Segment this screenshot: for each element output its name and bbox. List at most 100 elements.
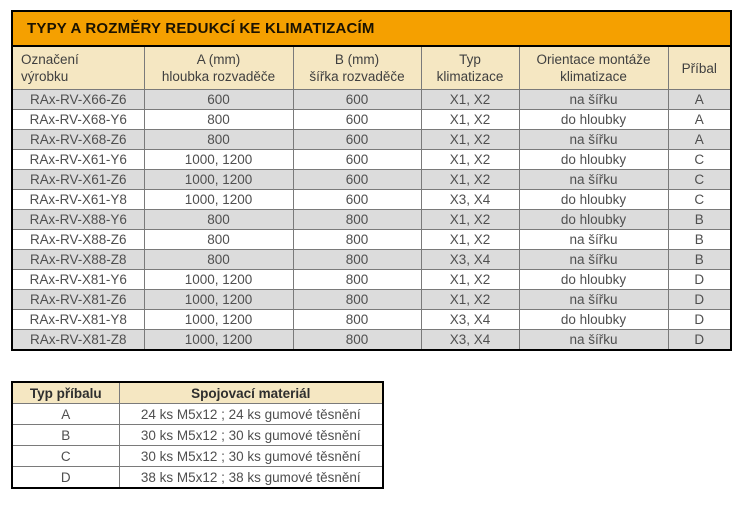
cell-ac-type: X1, X2 (420, 209, 520, 230)
cell-orientation: na šířku (518, 229, 669, 250)
cell-width-b: 600 (292, 109, 422, 130)
header-line: A (mm) (196, 52, 241, 67)
cell-ac-type: X1, X2 (420, 129, 520, 150)
header-line: klimatizace (436, 69, 504, 84)
cell-package: B (667, 209, 732, 230)
cell-depth-a: 800 (143, 209, 294, 230)
cell-package: C (667, 169, 732, 190)
cell-package-type: B (11, 424, 120, 446)
cell-orientation: do hloubky (518, 209, 669, 230)
table-row: RAx-RV-X68-Z6 800 600 X1, X2 na šířku A (11, 129, 732, 150)
cell-product: RAx-RV-X81-Y6 (11, 269, 145, 290)
table-row: RAx-RV-X81-Y6 1000, 1200 800 X1, X2 do hloub… (11, 269, 732, 290)
table-row: RAx-RV-X88-Z8 800 800 X3, X4 na šířku B (11, 249, 732, 270)
cell-width-b: 800 (292, 329, 422, 351)
page-title: TYPY A ROZMĚRY REDUKCÍ KE KLIMATIZACÍM (10, 10, 733, 47)
header-line: klimatizace (560, 69, 627, 84)
cell-ac-type: X1, X2 (420, 269, 520, 290)
header-line: Orientace montáže (536, 52, 651, 67)
cell-ac-type: X1, X2 (420, 149, 520, 170)
header-line: Příbal (681, 60, 717, 76)
cell-depth-a: 800 (143, 109, 294, 130)
cell-width-b: 600 (292, 89, 422, 110)
cell-width-b: 800 (292, 249, 422, 270)
table-row: RAx-RV-X68-Y6 800 600 X1, X2 do hloubky A (11, 109, 732, 130)
reduction-types-table: TYPY A ROZMĚRY REDUKCÍ KE KLIMATIZACÍM O… (10, 10, 733, 351)
table-row: D 38 ks M5x12 ; 38 ks gumové těsnění (11, 466, 384, 489)
cell-product: RAx-RV-X61-Z6 (11, 169, 145, 190)
table-row: C 30 ks M5x12 ; 30 ks gumové těsnění (11, 445, 384, 467)
cell-product: RAx-RV-X81-Z6 (11, 289, 145, 310)
cell-depth-a: 1000, 1200 (143, 189, 294, 210)
col-header-depth-a: A (mm) hloubka rozvaděče (143, 45, 294, 90)
cell-orientation: na šířku (518, 329, 669, 351)
cell-fastening-material: 24 ks M5x12 ; 24 ks gumové těsnění (118, 403, 384, 425)
table-header-row: Typ příbalu Spojovací materiál (11, 381, 384, 404)
cell-width-b: 800 (292, 269, 422, 290)
table-title-row: TYPY A ROZMĚRY REDUKCÍ KE KLIMATIZACÍM (10, 10, 733, 47)
header-line: hloubka rozvaděče (161, 69, 276, 84)
cell-ac-type: X1, X2 (420, 89, 520, 110)
cell-ac-type: X1, X2 (420, 229, 520, 250)
cell-product: RAx-RV-X88-Z8 (11, 249, 145, 270)
cell-depth-a: 800 (143, 249, 294, 270)
cell-package: A (667, 89, 732, 110)
col-header-fastening-material: Spojovací materiál (118, 381, 384, 404)
cell-ac-type: X3, X4 (420, 309, 520, 330)
cell-ac-type: X3, X4 (420, 329, 520, 351)
header-line: Typ (459, 52, 481, 67)
cell-orientation: na šířku (518, 169, 669, 190)
accessory-package-table: Typ příbalu Spojovací materiál A 24 ks M5… (11, 381, 384, 489)
cell-fastening-material: 38 ks M5x12 ; 38 ks gumové těsnění (118, 466, 384, 489)
cell-package: D (667, 289, 732, 310)
cell-orientation: do hloubky (518, 309, 669, 330)
cell-depth-a: 1000, 1200 (143, 329, 294, 351)
table-header-row: Označení výrobku A (mm) hloubka rozvaděč… (11, 45, 732, 90)
cell-ac-type: X1, X2 (420, 289, 520, 310)
cell-ac-type: X1, X2 (420, 169, 520, 190)
cell-package: D (667, 329, 732, 351)
cell-product: RAx-RV-X88-Z6 (11, 229, 145, 250)
cell-fastening-material: 30 ks M5x12 ; 30 ks gumové těsnění (118, 424, 384, 446)
cell-ac-type: X3, X4 (420, 189, 520, 210)
cell-ac-type: X1, X2 (420, 109, 520, 130)
cell-orientation: na šířku (518, 289, 669, 310)
cell-package: D (667, 269, 732, 290)
cell-product: RAx-RV-X66-Z6 (11, 89, 145, 110)
cell-product: RAx-RV-X61-Y6 (11, 149, 145, 170)
cell-fastening-material: 30 ks M5x12 ; 30 ks gumové těsnění (118, 445, 384, 467)
cell-ac-type: X3, X4 (420, 249, 520, 270)
cell-width-b: 600 (292, 169, 422, 190)
cell-depth-a: 1000, 1200 (143, 269, 294, 290)
col-header-ac-type: Typ klimatizace (420, 45, 520, 90)
cell-width-b: 800 (292, 209, 422, 230)
cell-package: C (667, 149, 732, 170)
cell-width-b: 600 (292, 149, 422, 170)
cell-package: A (667, 109, 732, 130)
cell-product: RAx-RV-X81-Z8 (11, 329, 145, 351)
cell-package: B (667, 229, 732, 250)
cell-package-type: D (11, 466, 120, 489)
table-row: RAx-RV-X81-Y8 1000, 1200 800 X3, X4 do hloub… (11, 309, 732, 330)
col-header-package: Příbal (667, 45, 732, 90)
header-line: B (mm) (334, 52, 380, 67)
cell-package: A (667, 129, 732, 150)
cell-product: RAx-RV-X81-Y8 (11, 309, 145, 330)
cell-width-b: 800 (292, 289, 422, 310)
col-header-width-b: B (mm) šířka rozvaděče (292, 45, 422, 90)
cell-depth-a: 800 (143, 129, 294, 150)
cell-package-type: C (11, 445, 120, 467)
table-row: RAx-RV-X61-Y6 1000, 1200 600 X1, X2 do hloub… (11, 149, 732, 170)
cell-depth-a: 800 (143, 229, 294, 250)
table-row: RAx-RV-X66-Z6 600 600 X1, X2 na šířku A (11, 89, 732, 110)
cell-package-type: A (11, 403, 120, 425)
cell-package: B (667, 249, 732, 270)
cell-product: RAx-RV-X61-Y8 (11, 189, 145, 210)
table-row: A 24 ks M5x12 ; 24 ks gumové těsnění (11, 403, 384, 425)
table-row: RAx-RV-X81-Z8 1000, 1200 800 X3, X4 na šířku… (11, 329, 732, 351)
cell-depth-a: 600 (143, 89, 294, 110)
header-line: Označení (21, 52, 79, 67)
col-header-package-type: Typ příbalu (11, 381, 120, 404)
table-row: B 30 ks M5x12 ; 30 ks gumové těsnění (11, 424, 384, 446)
cell-orientation: na šířku (518, 129, 669, 150)
